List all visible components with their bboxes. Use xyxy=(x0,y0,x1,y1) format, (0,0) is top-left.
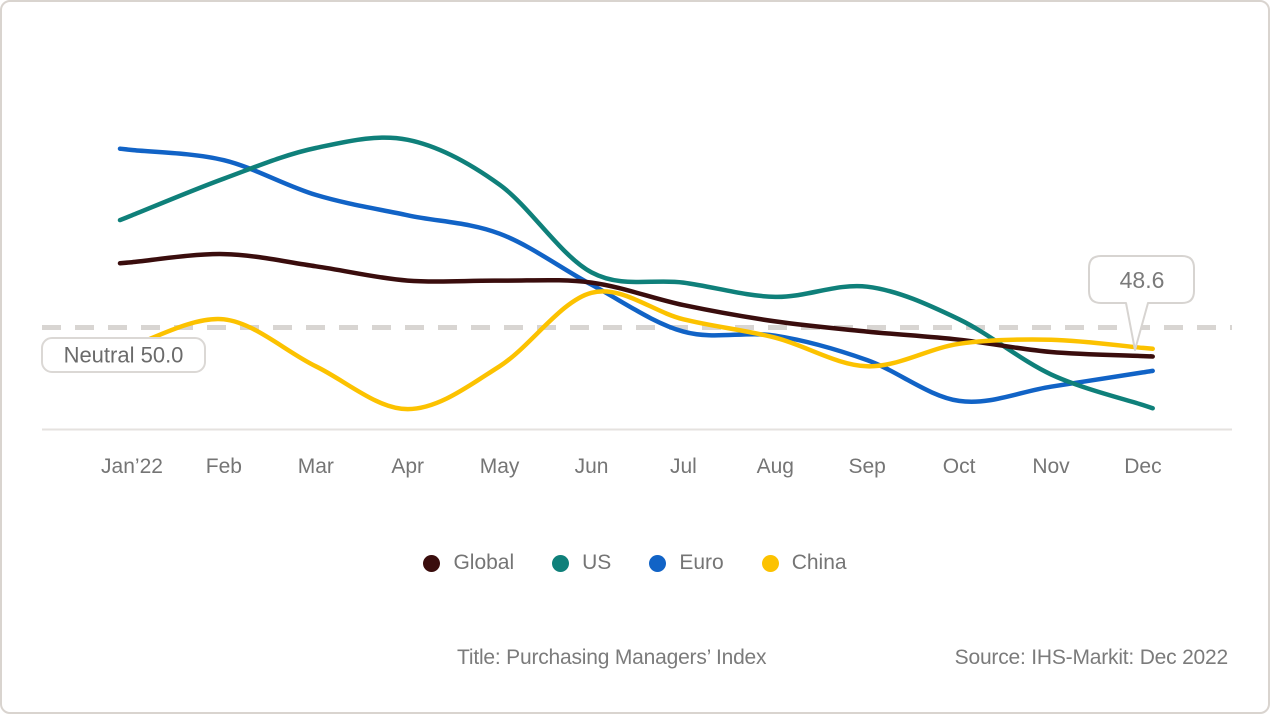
legend-item-china[interactable]: China xyxy=(761,551,847,575)
series-line-global xyxy=(117,251,1155,359)
series-line-us xyxy=(117,135,1155,411)
legend-label-china: China xyxy=(791,551,847,574)
legend-item-global[interactable]: Global xyxy=(423,551,514,575)
x-axis-label: Feb xyxy=(206,455,242,478)
global-color-dot-icon xyxy=(423,554,441,572)
legend-label-euro: Euro xyxy=(679,551,724,574)
x-axis-label: Nov xyxy=(1032,455,1070,478)
chart-title: Title: Purchasing Managers’ Index xyxy=(457,646,767,669)
x-axis-labels: Jan’22 Feb Mar Apr May Jun Jul Aug Sep Oct Nov Dec xyxy=(101,455,1162,478)
us-color-dot-icon xyxy=(552,554,570,572)
chart-legend: Global US Euro China xyxy=(2,550,1268,576)
legend-label-global: Global xyxy=(453,551,515,574)
neutral-label-text: Neutral 50.0 xyxy=(64,343,184,368)
china-color-dot-icon xyxy=(761,554,779,572)
legend-label-us: US xyxy=(582,551,612,574)
x-axis-label: Apr xyxy=(391,455,424,478)
x-axis-label: Aug xyxy=(757,455,794,478)
endpoint-callout: 48.6 xyxy=(1088,255,1195,351)
euro-color-dot-icon xyxy=(649,554,667,572)
chart-source: Source: IHS-Markit: Dec 2022 xyxy=(954,646,1229,669)
series-line-euro xyxy=(117,146,1155,404)
callout-bubble xyxy=(1088,255,1195,351)
neutral-label: Neutral 50.0 xyxy=(41,337,206,373)
x-axis-label: Sep xyxy=(849,455,886,478)
x-axis-label: May xyxy=(480,455,520,478)
x-axis-label: Jul xyxy=(670,455,697,478)
x-axis-label: Jan’22 xyxy=(101,455,163,478)
x-axis-label: Dec xyxy=(1124,455,1161,478)
x-axis-label: Jun xyxy=(575,455,609,478)
x-axis-label: Mar xyxy=(298,455,334,478)
legend-item-euro[interactable]: Euro xyxy=(649,551,724,575)
series-line-china xyxy=(117,289,1155,412)
callout-value: 48.6 xyxy=(1120,267,1165,293)
legend-item-us[interactable]: US xyxy=(552,551,611,575)
x-axis-label: Oct xyxy=(943,455,976,478)
chart-footer: Title: Purchasing Managers’ Index Source… xyxy=(457,646,1228,670)
